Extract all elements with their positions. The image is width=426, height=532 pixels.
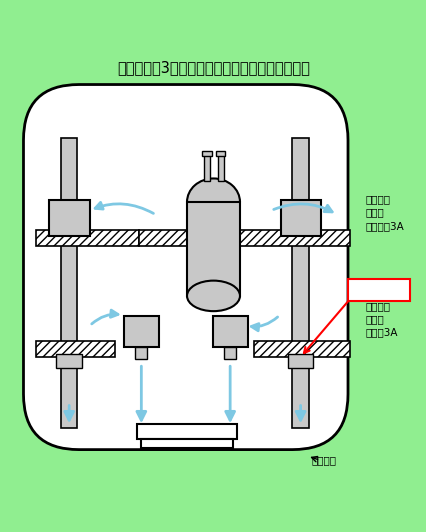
Bar bbox=[287, 219, 313, 232]
Bar bbox=[287, 354, 313, 368]
FancyArrowPatch shape bbox=[273, 204, 331, 212]
Bar bbox=[56, 354, 82, 368]
Bar bbox=[136, 424, 236, 439]
Bar bbox=[56, 219, 82, 232]
FancyArrowPatch shape bbox=[251, 317, 277, 331]
Bar bbox=[36, 341, 115, 358]
Text: 格納容器
再循環
ファン3A: 格納容器 再循環 ファン3A bbox=[364, 301, 397, 338]
FancyBboxPatch shape bbox=[23, 85, 347, 450]
Text: 格納容器
再循環
ユニット3A: 格納容器 再循環 ユニット3A bbox=[364, 194, 403, 231]
Text: 伊方発電所3号機　格納容器再循環ファン概略図: 伊方発電所3号機 格納容器再循環ファン概略図 bbox=[117, 60, 309, 75]
FancyBboxPatch shape bbox=[347, 279, 409, 301]
Bar bbox=[228, 230, 349, 246]
Bar bbox=[216, 151, 225, 156]
Bar bbox=[187, 202, 239, 296]
Bar bbox=[138, 230, 228, 246]
Bar bbox=[212, 317, 247, 347]
Text: 当該箇所: 当該箇所 bbox=[364, 284, 392, 296]
Bar bbox=[141, 439, 232, 448]
Bar bbox=[61, 138, 77, 428]
Bar bbox=[36, 230, 138, 246]
Bar bbox=[253, 341, 349, 358]
Bar bbox=[224, 347, 236, 359]
Bar bbox=[280, 200, 320, 236]
FancyArrowPatch shape bbox=[95, 202, 153, 213]
FancyArrowPatch shape bbox=[92, 310, 118, 324]
Text: 格納容器: 格納容器 bbox=[311, 455, 336, 466]
Bar bbox=[49, 200, 89, 236]
Bar bbox=[124, 317, 158, 347]
Ellipse shape bbox=[187, 178, 239, 226]
Bar bbox=[202, 151, 211, 156]
Bar bbox=[135, 347, 147, 359]
Text: 原子炉容器: 原子炉容器 bbox=[196, 261, 230, 271]
Ellipse shape bbox=[187, 280, 239, 311]
Bar bbox=[292, 138, 308, 428]
Bar bbox=[217, 155, 223, 180]
Bar bbox=[204, 155, 210, 180]
